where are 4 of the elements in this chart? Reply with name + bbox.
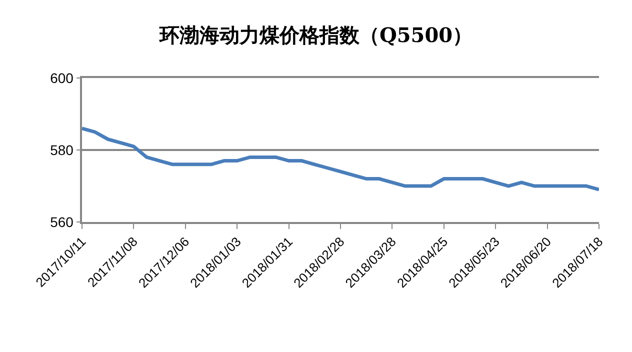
y-tick-label: 580: [50, 142, 74, 158]
y-tick-label: 560: [50, 214, 74, 230]
chart-title: 环渤海动力煤价格指数（Q5500）: [158, 23, 473, 48]
y-tick-label: 600: [50, 70, 74, 86]
